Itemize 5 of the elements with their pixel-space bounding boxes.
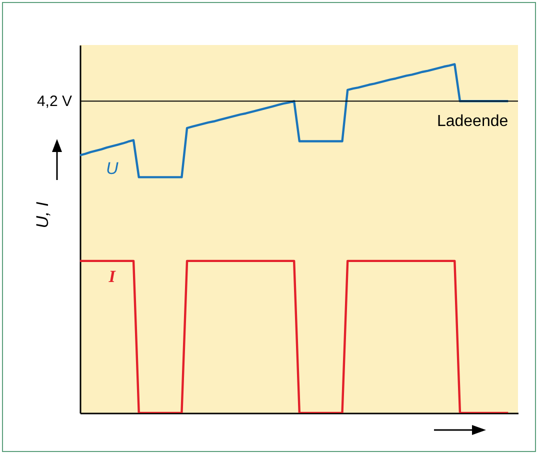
- series-label: U: [106, 159, 119, 178]
- annotation: Ladeende: [436, 113, 508, 130]
- ref-line-label: 4,2 V: [36, 93, 72, 110]
- series-label: I: [108, 266, 117, 286]
- y-axis-title: U, I: [33, 202, 54, 228]
